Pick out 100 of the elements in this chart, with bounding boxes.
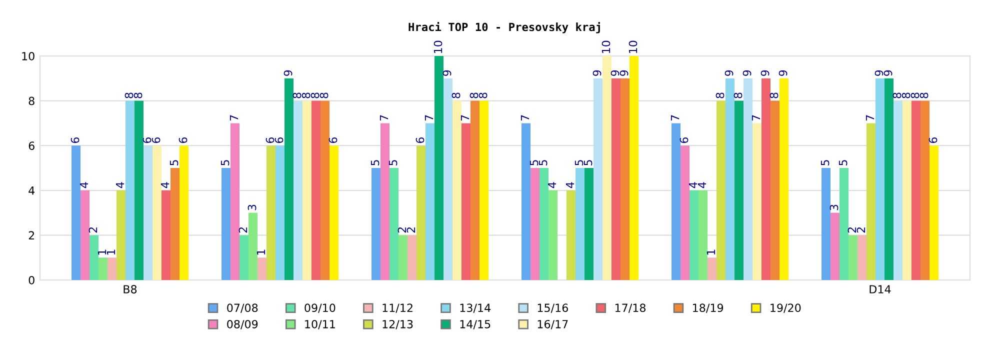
data-label: 6 xyxy=(328,137,338,144)
data-label: 2 xyxy=(238,227,248,233)
bar xyxy=(884,78,894,280)
data-label: 8 xyxy=(320,92,328,98)
data-label: 1 xyxy=(98,250,106,255)
bar xyxy=(762,78,770,280)
bar xyxy=(320,100,330,280)
data-label: 8 xyxy=(302,92,310,98)
data-label: 7 xyxy=(670,115,680,120)
legend-label: 08/09 xyxy=(227,320,258,330)
data-label: 5 xyxy=(584,160,592,166)
legend-label: 14/15 xyxy=(460,320,490,330)
data-label: 2 xyxy=(406,227,416,233)
bar xyxy=(90,235,98,280)
data-label: 2 xyxy=(856,227,866,233)
legend-label: 09/10 xyxy=(304,304,336,313)
bar xyxy=(902,100,912,280)
bar xyxy=(248,212,258,280)
bar xyxy=(170,168,180,280)
legend-label: 13/14 xyxy=(460,304,490,313)
bar xyxy=(134,100,144,280)
data-label: 1 xyxy=(106,250,116,255)
legend-label: 19/20 xyxy=(770,304,801,313)
data-label: 5 xyxy=(370,160,380,166)
bar xyxy=(780,78,788,280)
bar xyxy=(276,146,284,280)
bar xyxy=(126,100,134,280)
bar xyxy=(398,235,408,280)
bar xyxy=(116,190,126,280)
y-tick-label: 0 xyxy=(28,276,34,284)
data-label: 8 xyxy=(770,92,778,98)
bar xyxy=(540,168,548,280)
data-label: 6 xyxy=(142,137,152,144)
bar xyxy=(222,168,230,280)
bar xyxy=(390,168,398,280)
data-label: 5 xyxy=(820,160,830,166)
data-label: 2 xyxy=(398,227,406,233)
bar xyxy=(716,100,726,280)
data-label: 9 xyxy=(778,70,788,76)
bar xyxy=(744,78,752,280)
data-label: 4 xyxy=(116,182,124,188)
bar xyxy=(108,258,116,280)
bar xyxy=(284,78,294,280)
data-label: 9 xyxy=(724,70,734,76)
data-label: 8 xyxy=(470,92,478,98)
bar xyxy=(302,100,312,280)
data-label: 6 xyxy=(178,137,188,144)
bar xyxy=(576,168,584,280)
x-tick-label: D14 xyxy=(870,285,891,294)
data-label: 3 xyxy=(830,204,838,210)
bar xyxy=(548,190,558,280)
bar xyxy=(434,56,444,280)
data-label: 5 xyxy=(574,160,584,166)
y-tick-label: 10 xyxy=(22,52,34,60)
legend-label: 07/08 xyxy=(227,304,258,313)
data-label: 9 xyxy=(284,70,292,76)
bar xyxy=(240,235,248,280)
legend-label: 15/16 xyxy=(538,304,568,313)
data-label: 9 xyxy=(442,70,452,76)
y-tick-label: 8 xyxy=(28,96,34,106)
data-label: 6 xyxy=(928,137,938,144)
bar xyxy=(266,146,276,280)
bar xyxy=(144,146,152,280)
data-label: 6 xyxy=(274,137,284,144)
bar xyxy=(620,78,630,280)
bar xyxy=(230,123,240,280)
bar xyxy=(912,100,920,280)
bar xyxy=(462,123,470,280)
data-label: 5 xyxy=(530,160,538,166)
bar xyxy=(822,168,830,280)
bar xyxy=(372,168,380,280)
data-label: 5 xyxy=(220,160,230,166)
bar xyxy=(698,190,708,280)
data-label: 8 xyxy=(920,92,928,98)
bar xyxy=(566,190,576,280)
bar xyxy=(630,56,638,280)
bar xyxy=(830,212,840,280)
bar xyxy=(258,258,266,280)
y-tick-label: 4 xyxy=(28,186,35,195)
data-label: 8 xyxy=(892,92,902,98)
data-label: 5 xyxy=(170,160,178,166)
data-label: 4 xyxy=(548,182,556,188)
bar xyxy=(680,146,690,280)
bar xyxy=(752,123,762,280)
data-label: 6 xyxy=(266,137,274,144)
data-label: 5 xyxy=(388,160,398,166)
bar xyxy=(72,146,80,280)
bar xyxy=(312,100,320,280)
bar xyxy=(594,78,602,280)
data-label: 9 xyxy=(620,70,628,76)
data-label: 7 xyxy=(866,115,874,120)
data-label: 9 xyxy=(742,70,752,76)
legend-label: 18/19 xyxy=(693,304,724,313)
data-label: 9 xyxy=(760,70,770,76)
data-label: 10 xyxy=(602,40,610,53)
data-label: 7 xyxy=(380,115,388,120)
bar xyxy=(530,168,540,280)
data-label: 8 xyxy=(134,92,142,98)
bar xyxy=(98,258,108,280)
bar xyxy=(672,123,680,280)
